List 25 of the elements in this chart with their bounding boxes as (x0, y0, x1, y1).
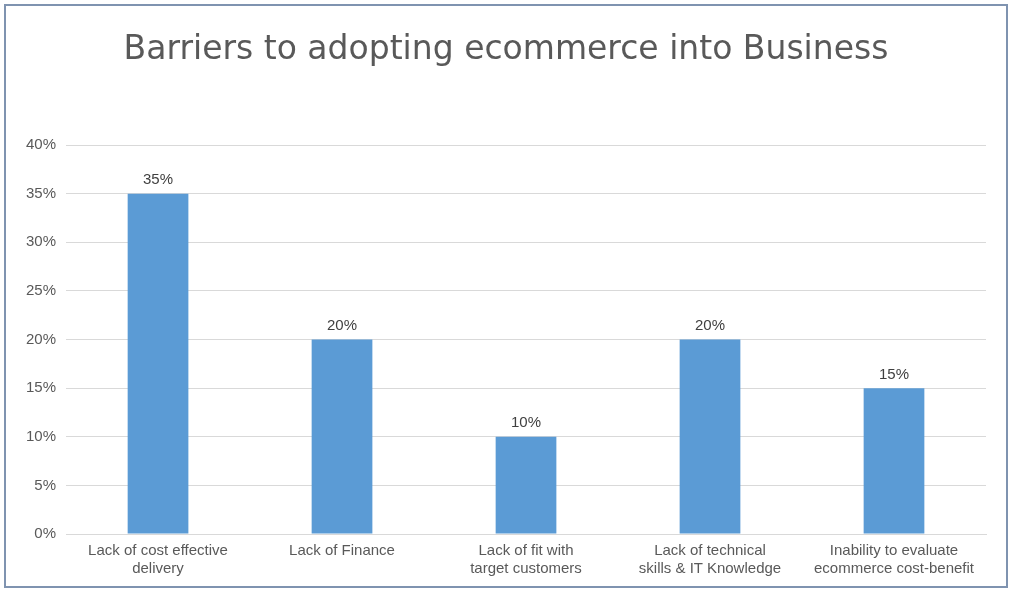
data-label: 20% (327, 316, 358, 334)
bar (679, 339, 741, 534)
y-tick-label: 10% (25, 426, 57, 444)
chart-title: Barriers to adopting ecommerce into Business (122, 28, 890, 67)
x-tick-label: Lack of Finance (289, 541, 395, 559)
y-tick-label: 35% (25, 183, 57, 201)
x-tick-label: Lack of technical skills & IT Knowledge (638, 541, 782, 577)
x-tick-label: Lack of fit with target customers (470, 541, 582, 577)
x-tick-label: Inability to evaluate ecommerce cost-benefit (813, 541, 975, 577)
bar (863, 388, 925, 534)
bar (311, 339, 373, 534)
y-tick-label: 25% (25, 281, 57, 299)
y-tick-label: 30% (25, 232, 57, 250)
bar (495, 436, 557, 534)
data-label: 20% (694, 316, 726, 334)
data-label: 15% (878, 364, 910, 382)
y-tick-label: 20% (25, 329, 57, 347)
bar (127, 193, 189, 534)
x-tick-label: Lack of cost effective delivery (88, 541, 228, 577)
y-tick-label: 5% (34, 475, 57, 493)
y-tick-label: 0% (34, 524, 57, 542)
data-label: 10% (511, 413, 542, 431)
data-label: 35% (143, 170, 174, 188)
y-tick-label: 15% (25, 378, 57, 396)
y-tick-label: 40% (25, 135, 57, 153)
